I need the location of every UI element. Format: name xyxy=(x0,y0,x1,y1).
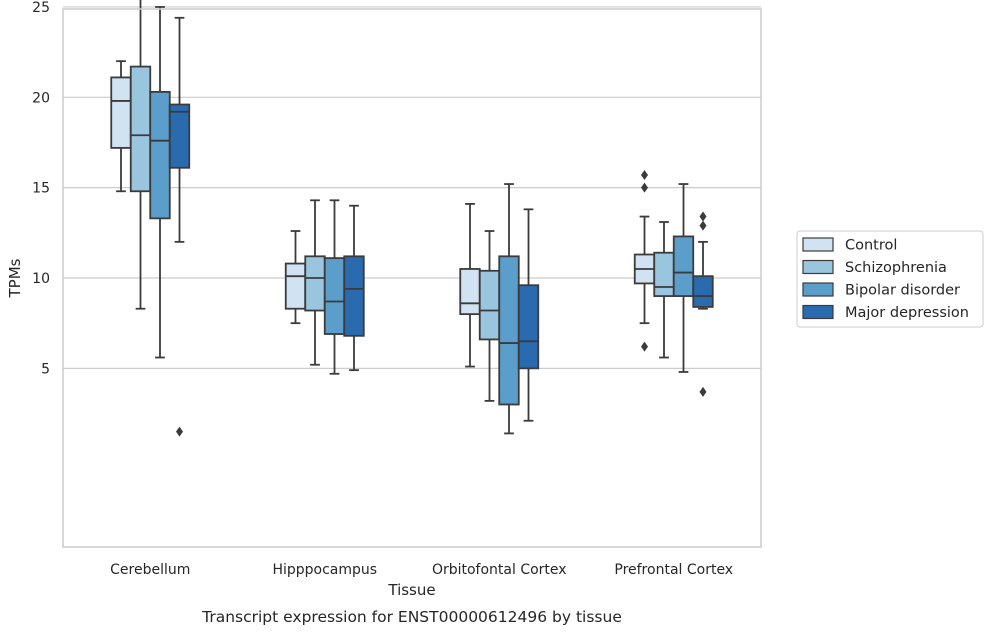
box-major-depression xyxy=(692,211,714,397)
legend-swatch xyxy=(802,282,834,297)
outlier-point xyxy=(699,386,707,397)
outlier-point xyxy=(641,170,648,181)
box-schizophrenia xyxy=(478,230,501,402)
outlier-point xyxy=(641,341,648,352)
box-major-depression xyxy=(517,208,540,422)
legend-label: Major depression xyxy=(845,305,969,321)
iqr-box xyxy=(168,103,191,169)
legend-label: Bipolar disorder xyxy=(845,283,960,299)
iqr-box xyxy=(284,262,307,310)
iqr-box xyxy=(323,257,346,335)
legend-swatch xyxy=(802,304,834,320)
x-tick-label: Hipppocampus xyxy=(272,562,377,578)
x-tick-label: Prefrontal Cortex xyxy=(614,562,733,578)
legend-frame xyxy=(796,230,984,328)
iqr-box xyxy=(672,235,695,297)
y-tick-label: 20 xyxy=(32,90,50,106)
box-major-depression xyxy=(168,16,191,437)
legend-label: Schizophrenia xyxy=(845,260,947,276)
outlier-point xyxy=(176,426,183,437)
x-tick-label: Cerebellum xyxy=(110,562,190,578)
iqr-box xyxy=(304,255,326,312)
iqr-box xyxy=(110,76,132,149)
legend-label: Control xyxy=(845,238,897,254)
y-tick-labels: 5 10 15 20 25 xyxy=(32,0,50,377)
iqr-box xyxy=(478,269,501,341)
x-tick-labels: Cerebellum Hipppocampus Orbitofontal Corte… xyxy=(110,562,733,578)
y-tick-label: 25 xyxy=(32,0,50,16)
iqr-box xyxy=(343,255,365,337)
box-control xyxy=(284,230,307,325)
iqr-box xyxy=(459,268,481,316)
box-control xyxy=(110,60,132,193)
y-axis-label: TPMs xyxy=(6,258,24,298)
iqr-box xyxy=(653,251,675,297)
legend-swatch xyxy=(802,237,834,252)
box-bipolar-disorder xyxy=(672,183,695,373)
chart-caption: Transcript expression for ENST0000061249… xyxy=(201,608,622,626)
box-schizophrenia xyxy=(304,199,326,366)
iqr-box xyxy=(129,65,152,193)
y-tick-label: 5 xyxy=(41,361,50,377)
x-tick-label: Orbitofontal Cortex xyxy=(432,562,567,578)
box-major-depression xyxy=(343,204,365,372)
iqr-box xyxy=(149,90,171,220)
outlier-point xyxy=(699,211,707,222)
y-tick-label: 15 xyxy=(32,181,50,197)
outlier-point xyxy=(641,182,648,193)
box-schizophrenia xyxy=(129,0,152,310)
outlier-point xyxy=(699,220,707,231)
box-schizophrenia xyxy=(653,221,675,359)
iqr-box xyxy=(498,255,520,406)
y-tick-label: 10 xyxy=(32,271,50,287)
legend-swatch xyxy=(802,259,834,275)
boxes-layer xyxy=(110,0,714,437)
x-axis-label: Tissue xyxy=(387,581,435,599)
plot-frame xyxy=(62,8,762,548)
box-control xyxy=(633,170,656,352)
iqr-box xyxy=(517,284,540,370)
iqr-box xyxy=(692,275,714,308)
legend: Control Schizophrenia Bipolar disorder Majo… xyxy=(796,230,984,328)
